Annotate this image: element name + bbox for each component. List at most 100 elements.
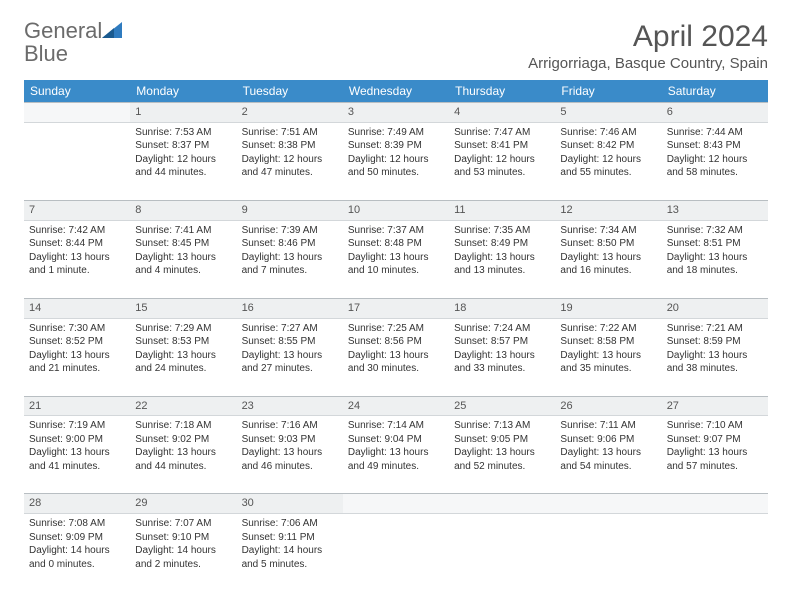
day-number-cell: 21 bbox=[24, 396, 130, 416]
day-number-cell: 18 bbox=[449, 298, 555, 318]
sunrise-text: Sunrise: 7:22 AM bbox=[560, 322, 656, 336]
day-cell: Sunrise: 7:39 AMSunset: 8:46 PMDaylight:… bbox=[237, 220, 343, 298]
day-cell: Sunrise: 7:30 AMSunset: 8:52 PMDaylight:… bbox=[24, 318, 130, 396]
sunrise-text: Sunrise: 7:42 AM bbox=[29, 224, 125, 238]
day-cell: Sunrise: 7:49 AMSunset: 8:39 PMDaylight:… bbox=[343, 122, 449, 200]
day1-text: Daylight: 13 hours bbox=[242, 349, 338, 363]
sunset-text: Sunset: 8:56 PM bbox=[348, 335, 444, 349]
sunrise-text: Sunrise: 7:51 AM bbox=[242, 126, 338, 140]
day2-text: and 5 minutes. bbox=[242, 558, 338, 572]
day-number-cell: 3 bbox=[343, 103, 449, 123]
day1-text: Daylight: 13 hours bbox=[667, 251, 763, 265]
sunset-text: Sunset: 9:06 PM bbox=[560, 433, 656, 447]
sunrise-text: Sunrise: 7:30 AM bbox=[29, 322, 125, 336]
sunset-text: Sunset: 8:52 PM bbox=[29, 335, 125, 349]
title-block: April 2024 Arrigorriaga, Basque Country,… bbox=[528, 20, 768, 72]
day-number-cell: 30 bbox=[237, 494, 343, 514]
day-number-row: 282930 bbox=[24, 494, 768, 514]
sunrise-text: Sunrise: 7:47 AM bbox=[454, 126, 550, 140]
sunset-text: Sunset: 8:38 PM bbox=[242, 139, 338, 153]
day2-text: and 50 minutes. bbox=[348, 166, 444, 180]
day-cell bbox=[555, 514, 661, 592]
day-number-row: 14151617181920 bbox=[24, 298, 768, 318]
day-cell: Sunrise: 7:29 AMSunset: 8:53 PMDaylight:… bbox=[130, 318, 236, 396]
day-cell: Sunrise: 7:42 AMSunset: 8:44 PMDaylight:… bbox=[24, 220, 130, 298]
day-cell: Sunrise: 7:34 AMSunset: 8:50 PMDaylight:… bbox=[555, 220, 661, 298]
sunrise-text: Sunrise: 7:11 AM bbox=[560, 419, 656, 433]
day-number-cell bbox=[662, 494, 768, 514]
sunset-text: Sunset: 8:49 PM bbox=[454, 237, 550, 251]
sunrise-text: Sunrise: 7:49 AM bbox=[348, 126, 444, 140]
header: General Blue April 2024 Arrigorriaga, Ba… bbox=[24, 20, 768, 72]
day2-text: and 35 minutes. bbox=[560, 362, 656, 376]
brand-logo: General Blue bbox=[24, 20, 122, 66]
day1-text: Daylight: 13 hours bbox=[135, 349, 231, 363]
day2-text: and 41 minutes. bbox=[29, 460, 125, 474]
day1-text: Daylight: 12 hours bbox=[348, 153, 444, 167]
day1-text: Daylight: 13 hours bbox=[135, 251, 231, 265]
location: Arrigorriaga, Basque Country, Spain bbox=[528, 55, 768, 72]
day-number-cell: 28 bbox=[24, 494, 130, 514]
sunrise-text: Sunrise: 7:08 AM bbox=[29, 517, 125, 531]
logo-triangle-icon bbox=[102, 22, 122, 38]
sunset-text: Sunset: 9:10 PM bbox=[135, 531, 231, 545]
day-number-row: 123456 bbox=[24, 103, 768, 123]
day-cell: Sunrise: 7:51 AMSunset: 8:38 PMDaylight:… bbox=[237, 122, 343, 200]
day2-text: and 24 minutes. bbox=[135, 362, 231, 376]
day2-text: and 58 minutes. bbox=[667, 166, 763, 180]
day-number-cell: 25 bbox=[449, 396, 555, 416]
sunset-text: Sunset: 8:50 PM bbox=[560, 237, 656, 251]
day2-text: and 10 minutes. bbox=[348, 264, 444, 278]
day-number-cell: 7 bbox=[24, 200, 130, 220]
day2-text: and 1 minute. bbox=[29, 264, 125, 278]
day2-text: and 44 minutes. bbox=[135, 460, 231, 474]
day-number-cell: 13 bbox=[662, 200, 768, 220]
day-number-cell: 22 bbox=[130, 396, 236, 416]
sunrise-text: Sunrise: 7:39 AM bbox=[242, 224, 338, 238]
day1-text: Daylight: 12 hours bbox=[560, 153, 656, 167]
day-cell: Sunrise: 7:19 AMSunset: 9:00 PMDaylight:… bbox=[24, 416, 130, 494]
day-cell: Sunrise: 7:47 AMSunset: 8:41 PMDaylight:… bbox=[449, 122, 555, 200]
sunset-text: Sunset: 8:59 PM bbox=[667, 335, 763, 349]
sunset-text: Sunset: 8:57 PM bbox=[454, 335, 550, 349]
day1-text: Daylight: 14 hours bbox=[29, 544, 125, 558]
sunset-text: Sunset: 8:41 PM bbox=[454, 139, 550, 153]
weekday-header: Sunday bbox=[24, 80, 130, 103]
brand-part2: Blue bbox=[24, 41, 68, 66]
day2-text: and 13 minutes. bbox=[454, 264, 550, 278]
day1-text: Daylight: 14 hours bbox=[135, 544, 231, 558]
day-cell: Sunrise: 7:22 AMSunset: 8:58 PMDaylight:… bbox=[555, 318, 661, 396]
day1-text: Daylight: 13 hours bbox=[454, 349, 550, 363]
sunrise-text: Sunrise: 7:46 AM bbox=[560, 126, 656, 140]
day-number-cell: 19 bbox=[555, 298, 661, 318]
sunset-text: Sunset: 8:51 PM bbox=[667, 237, 763, 251]
day-content-row: Sunrise: 7:30 AMSunset: 8:52 PM Daylight:… bbox=[24, 318, 768, 396]
sunset-text: Sunset: 8:48 PM bbox=[348, 237, 444, 251]
day-number-cell: 17 bbox=[343, 298, 449, 318]
day-cell: Sunrise: 7:35 AMSunset: 8:49 PMDaylight:… bbox=[449, 220, 555, 298]
day-content-row: Sunrise: 7:19 AMSunset: 9:00 PMDaylight:… bbox=[24, 416, 768, 494]
sunrise-text: Sunrise: 7:18 AM bbox=[135, 419, 231, 433]
day-number-row: 21222324252627 bbox=[24, 396, 768, 416]
day-cell: Sunrise: 7:27 AMSunset: 8:55 PMDaylight:… bbox=[237, 318, 343, 396]
day1-text: Daylight: 13 hours bbox=[454, 446, 550, 460]
day-number-cell: 8 bbox=[130, 200, 236, 220]
sunrise-text: Sunrise: 7:07 AM bbox=[135, 517, 231, 531]
sunset-text: Sunset: 8:39 PM bbox=[348, 139, 444, 153]
day1-text: Daylight: 12 hours bbox=[667, 153, 763, 167]
sunset-text: Sunset: 8:37 PM bbox=[135, 139, 231, 153]
day-number-cell: 9 bbox=[237, 200, 343, 220]
sunset-text: Sunset: 9:07 PM bbox=[667, 433, 763, 447]
day-cell: Sunrise: 7:41 AMSunset: 8:45 PMDaylight:… bbox=[130, 220, 236, 298]
day1-text: Daylight: 12 hours bbox=[242, 153, 338, 167]
sunrise-text: Sunrise: 7:37 AM bbox=[348, 224, 444, 238]
brand-part1: General bbox=[24, 18, 102, 43]
sunrise-text: Sunrise: 7:44 AM bbox=[667, 126, 763, 140]
day-number-cell: 23 bbox=[237, 396, 343, 416]
sunrise-text: Sunrise: 7:25 AM bbox=[348, 322, 444, 336]
day2-text: and 52 minutes. bbox=[454, 460, 550, 474]
day-number-cell: 14 bbox=[24, 298, 130, 318]
day2-text: and 4 minutes. bbox=[135, 264, 231, 278]
day2-text: and 47 minutes. bbox=[242, 166, 338, 180]
weekday-header: Saturday bbox=[662, 80, 768, 103]
